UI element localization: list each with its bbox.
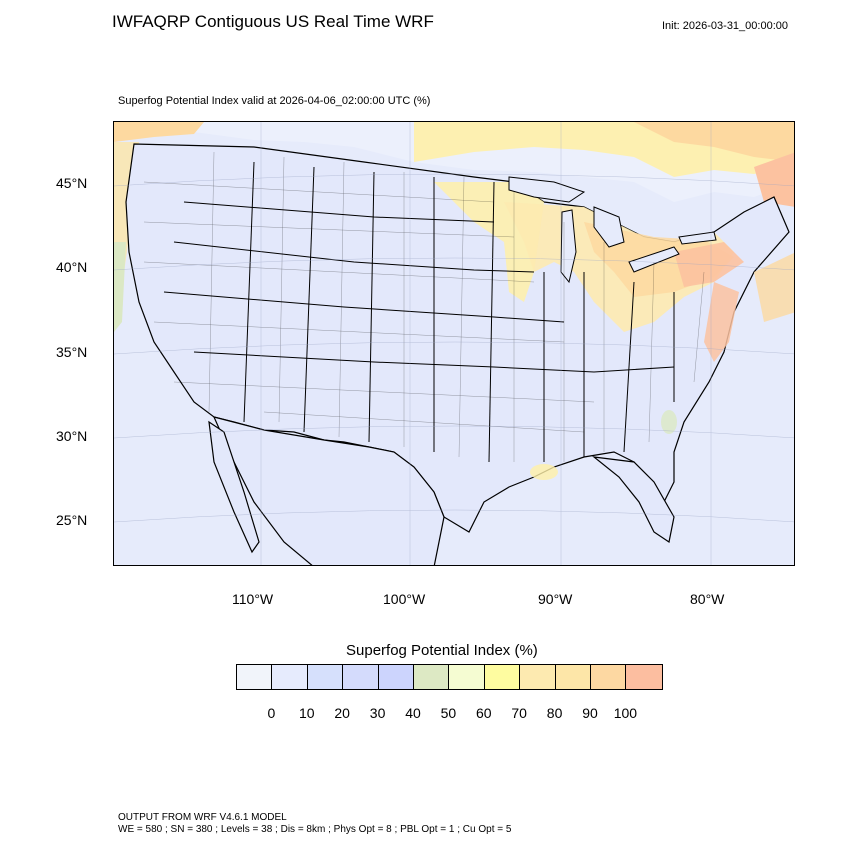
- graticule: [114, 122, 794, 565]
- lat-label: 45°N: [56, 175, 88, 191]
- lake-erie: [628, 246, 680, 273]
- colorbar-swatch: [378, 665, 414, 689]
- colorbar-swatch: [626, 665, 662, 689]
- colorbar-tick-label: 80: [546, 705, 563, 721]
- colorbar-swatch: [520, 665, 556, 689]
- fog-highest-area: [754, 152, 794, 207]
- colorbar-swatch: [343, 665, 379, 689]
- model-info: OUTPUT FROM WRF V4.6.1 MODEL: [118, 812, 287, 823]
- fog-high-area: [754, 252, 794, 322]
- init-time: Init: 2026-03-31_00:00:00: [662, 20, 788, 32]
- fog-medium-area: [530, 464, 558, 480]
- colorbar-tick-label: 50: [440, 705, 457, 721]
- page-title: IWFAQRP Contiguous US Real Time WRF: [112, 12, 434, 31]
- model-params: WE = 580 ; SN = 380 ; Levels = 38 ; Dis …: [118, 824, 512, 835]
- fog-high-area: [634, 122, 794, 162]
- fog-low-green-area: [661, 410, 677, 434]
- colorbar-swatch: [555, 665, 591, 689]
- colorbar-tick-label: 60: [476, 705, 492, 721]
- colorbar-tick-label: 90: [582, 705, 598, 721]
- colorbar-tick-label: 70: [511, 705, 527, 721]
- lon-label: 100°W: [383, 591, 426, 607]
- florida: [591, 456, 675, 543]
- colorbar-tick-label: 20: [334, 705, 350, 721]
- county-boundaries: [143, 151, 705, 462]
- colorbar-tick-label: 0: [267, 705, 276, 721]
- lon-label: 110°W: [232, 591, 274, 607]
- colorbar-swatch: [484, 665, 521, 689]
- fog-highest-area: [704, 282, 739, 362]
- colorbar-swatch: [307, 665, 344, 689]
- state-boundaries: [163, 161, 675, 463]
- colorbar-tick-label: 40: [405, 705, 421, 721]
- map-panel[interactable]: [113, 121, 795, 566]
- baja-california: [208, 420, 260, 554]
- colorbar-title: Superfog Potential Index (%): [346, 642, 538, 659]
- mexico-land: [212, 416, 445, 565]
- colorbar-swatch: [449, 665, 485, 689]
- lon-label: 90°W: [538, 591, 573, 607]
- plot-subtitle: Superfog Potential Index valid at 2026-0…: [118, 95, 431, 107]
- lake-ontario: [678, 231, 717, 245]
- colorbar-swatch: [237, 665, 273, 689]
- lat-label: 40°N: [56, 259, 88, 275]
- colorbar: [236, 664, 663, 690]
- fog-high-area: [114, 122, 204, 142]
- lat-label: 35°N: [56, 344, 88, 360]
- colorbar-swatch: [272, 665, 308, 689]
- lon-label: 80°W: [690, 591, 725, 607]
- lat-label: 30°N: [56, 428, 88, 444]
- colorbar-swatch: [413, 665, 450, 689]
- fog-low-green-area: [114, 242, 126, 332]
- lake-superior: [508, 176, 586, 203]
- map-canvas: [114, 122, 794, 565]
- lat-label: 25°N: [56, 512, 88, 528]
- lake-huron: [593, 206, 625, 248]
- colorbar-tick-label: 30: [369, 705, 386, 721]
- colorbar-swatch: [590, 665, 627, 689]
- colorbar-tick-label: 100: [613, 705, 638, 721]
- colorbar-tick-label: 10: [299, 705, 315, 721]
